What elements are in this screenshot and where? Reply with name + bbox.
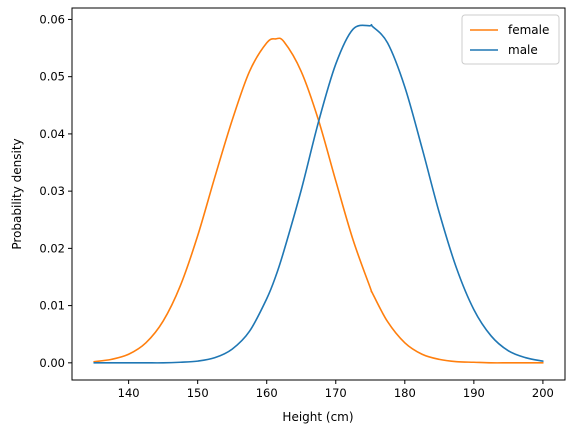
x-tick-label: 180 [394,386,416,400]
y-tick-label: 0.02 [39,241,65,255]
y-axis: 0.00 0.01 0.02 0.03 0.04 0.05 0.06 [39,12,72,370]
legend-label-female: female [508,23,549,37]
x-tick-label: 190 [463,386,485,400]
y-tick-label: 0.03 [39,184,65,198]
y-tick-label: 0.00 [39,356,65,370]
legend: female male [461,14,560,65]
legend-box [461,14,560,65]
x-tick-label: 150 [187,386,209,400]
y-tick-label: 0.01 [39,299,65,313]
x-tick-label: 140 [118,386,140,400]
plot-frame [71,7,566,381]
x-axis-label: Height (cm) [282,410,353,424]
y-axis-label: Probability density [10,138,24,249]
plot-lines [93,23,544,364]
legend-label-male: male [508,43,538,57]
x-axis: 140 150 160 170 180 190 200 [118,380,554,400]
y-tick-label: 0.05 [39,70,65,84]
y-tick-label: 0.04 [39,127,65,141]
x-tick-label: 200 [532,386,554,400]
y-tick-label: 0.06 [39,12,65,26]
x-tick-label: 160 [256,386,278,400]
x-tick-label: 170 [325,386,347,400]
series-line-male [93,23,544,364]
